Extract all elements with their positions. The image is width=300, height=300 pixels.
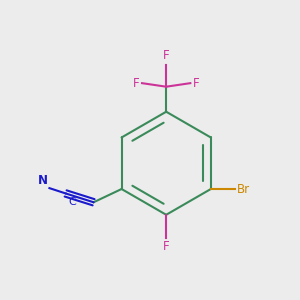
Text: F: F bbox=[163, 240, 169, 253]
Text: F: F bbox=[193, 77, 199, 90]
Text: N: N bbox=[38, 174, 48, 187]
Text: F: F bbox=[163, 49, 169, 62]
Text: F: F bbox=[133, 77, 140, 90]
Text: C: C bbox=[69, 197, 76, 207]
Text: Br: Br bbox=[237, 182, 250, 196]
